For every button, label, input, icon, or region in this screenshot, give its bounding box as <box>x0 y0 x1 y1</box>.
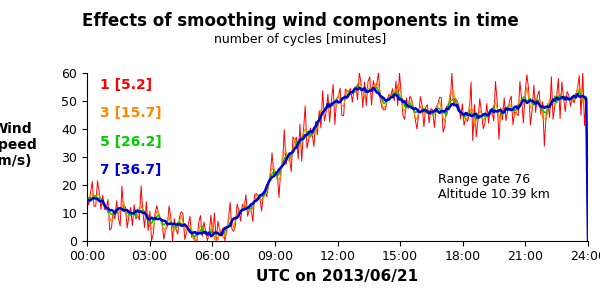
7 [36.7] <box>337 100 344 104</box>
7 [36.7] <box>542 105 550 108</box>
3 [15.7] <box>127 214 134 218</box>
Text: 3 [15.7]: 3 [15.7] <box>100 106 161 120</box>
Text: 7 [36.7]: 7 [36.7] <box>100 163 161 177</box>
7 [36.7] <box>127 211 134 215</box>
5 [26.2] <box>515 103 522 107</box>
Line: 3 [15.7]: 3 [15.7] <box>87 82 588 241</box>
3 [15.7] <box>338 104 346 107</box>
1 [5.2] <box>148 239 155 242</box>
5 [26.2] <box>127 213 134 216</box>
3 [15.7] <box>83 200 91 203</box>
Line: 5 [26.2]: 5 [26.2] <box>87 85 588 241</box>
5 [26.2] <box>542 111 550 114</box>
5 [26.2] <box>506 108 513 112</box>
1 [5.2] <box>338 114 346 117</box>
1 [5.2] <box>127 206 134 209</box>
7 [36.7] <box>527 99 534 102</box>
Text: 5 [26.2]: 5 [26.2] <box>100 135 161 149</box>
Text: 1 [5.2]: 1 [5.2] <box>100 77 152 92</box>
5 [26.2] <box>337 100 344 104</box>
3 [15.7] <box>508 106 515 109</box>
5 [26.2] <box>584 239 592 242</box>
1 [5.2] <box>83 194 91 197</box>
1 [5.2] <box>517 80 524 83</box>
3 [15.7] <box>191 239 199 242</box>
Text: Effects of smoothing wind components in time: Effects of smoothing wind components in … <box>82 12 518 30</box>
Line: 7 [36.7]: 7 [36.7] <box>87 88 588 240</box>
7 [36.7] <box>506 107 513 110</box>
1 [5.2] <box>356 71 363 74</box>
3 [15.7] <box>517 98 524 102</box>
3 [15.7] <box>529 105 536 108</box>
3 [15.7] <box>584 237 592 241</box>
7 [36.7] <box>356 86 363 89</box>
7 [36.7] <box>515 107 522 110</box>
Text: number of cycles [minutes]: number of cycles [minutes] <box>214 33 386 46</box>
1 [5.2] <box>508 94 515 98</box>
7 [36.7] <box>83 198 91 202</box>
5 [26.2] <box>527 97 534 100</box>
1 [5.2] <box>544 102 551 105</box>
5 [26.2] <box>354 84 361 87</box>
Text: Range gate 76
Altitude 10.39 km: Range gate 76 Altitude 10.39 km <box>438 173 550 201</box>
Line: 1 [5.2]: 1 [5.2] <box>87 72 588 241</box>
1 [5.2] <box>584 231 592 234</box>
5 [26.2] <box>83 199 91 202</box>
7 [36.7] <box>584 238 592 242</box>
Text: Wind
Speed
(m/s): Wind Speed (m/s) <box>0 122 37 168</box>
3 [15.7] <box>544 109 551 113</box>
3 [15.7] <box>373 80 380 84</box>
X-axis label: UTC on 2013/06/21: UTC on 2013/06/21 <box>256 269 419 284</box>
1 [5.2] <box>529 108 536 112</box>
